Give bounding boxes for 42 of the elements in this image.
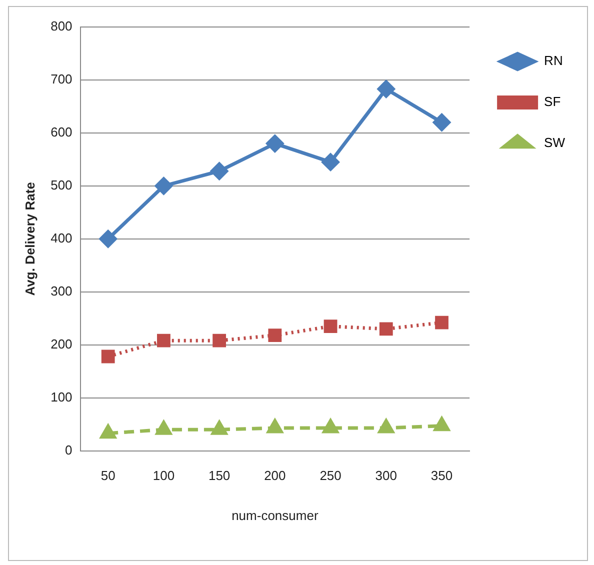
- x-tick-label: 350: [430, 468, 453, 484]
- y-tick-label: 700: [50, 72, 72, 87]
- point: [157, 334, 170, 348]
- y-axis-title: Avg. Delivery Rate: [22, 182, 38, 296]
- x-tick-label: 250: [320, 468, 342, 484]
- point: [156, 420, 172, 435]
- x-tick-label: 50: [100, 468, 116, 484]
- x-axis-title: num-consumer: [232, 508, 319, 523]
- y-tick-label: 400: [50, 230, 72, 246]
- point: [322, 419, 338, 434]
- point: [212, 420, 228, 435]
- y-tick-label: 0: [65, 442, 72, 458]
- y-tick-label: 500: [50, 178, 72, 193]
- point: [210, 162, 228, 180]
- y-tick-label: 600: [50, 124, 72, 140]
- point: [100, 424, 116, 439]
- point: [212, 334, 226, 348]
- point: [267, 419, 283, 434]
- x-tick-label: 200: [264, 468, 286, 484]
- point: [379, 322, 393, 336]
- x-tick-label: 150: [208, 468, 230, 484]
- y-tick-label: 200: [50, 336, 72, 352]
- point: [101, 350, 115, 364]
- y-tick-label: 100: [50, 389, 72, 404]
- point: [433, 114, 451, 132]
- legend-label: RN: [544, 53, 563, 68]
- point: [377, 80, 395, 98]
- point: [324, 320, 338, 334]
- legend-label: SW: [544, 135, 566, 150]
- point: [322, 153, 340, 171]
- point: [378, 419, 394, 434]
- point: [435, 316, 448, 330]
- point: [154, 177, 172, 195]
- point: [99, 230, 117, 248]
- point: [268, 328, 282, 342]
- y-tick-label: 800: [50, 18, 72, 34]
- legend-label: SF: [544, 94, 561, 110]
- x-tick-label: 100: [152, 468, 175, 484]
- x-tick-label: 300: [375, 468, 397, 484]
- point: [266, 134, 284, 152]
- point: [434, 417, 450, 432]
- y-tick-label: 300: [50, 283, 72, 298]
